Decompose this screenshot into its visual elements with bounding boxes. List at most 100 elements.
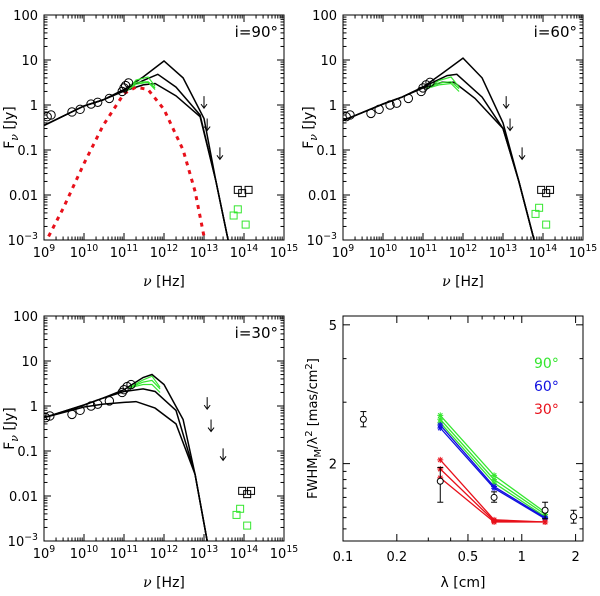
y-axis-label: Fν [Jy] bbox=[2, 407, 21, 450]
observed-flux-point bbox=[86, 99, 96, 109]
x-tick-label: 1014 bbox=[529, 243, 557, 261]
x-tick-label: 1013 bbox=[489, 243, 517, 261]
x-axis-label: ν [Hz] bbox=[143, 274, 185, 290]
nir-model-point bbox=[241, 220, 250, 229]
x-tick-label: 1011 bbox=[110, 544, 138, 562]
legend-entry: 60° bbox=[534, 379, 559, 395]
x-tick-label: 1013 bbox=[190, 243, 218, 261]
y-tick-label: 10−3 bbox=[307, 231, 337, 249]
upper-limit-arrow-head bbox=[203, 404, 211, 410]
upper-limit-arrow-head bbox=[219, 456, 227, 462]
model-sed-green-curve bbox=[425, 76, 460, 90]
observed-flux-point bbox=[119, 385, 129, 395]
fwhm-panel: 0.1 0.2 0.5 1 2 2 5 λ [cm] FWHMM/λ2 [mas/cm2] 90°… bbox=[304, 315, 584, 591]
observed-flux-point bbox=[104, 396, 115, 406]
x-tick-label: 1015 bbox=[569, 243, 597, 261]
observed-flux-point bbox=[374, 104, 384, 115]
x-tick-label: 0.1 bbox=[333, 550, 354, 565]
observed-flux-point bbox=[366, 108, 376, 119]
series-layer bbox=[44, 60, 253, 240]
observed-flux-point bbox=[46, 110, 56, 120]
series-layer bbox=[44, 373, 256, 541]
y-tick-label: 0.1 bbox=[17, 144, 38, 159]
y-tick-label: 10 bbox=[21, 54, 38, 69]
observed-flux-point bbox=[44, 412, 51, 423]
nir-model-point bbox=[236, 504, 245, 513]
y-tick-label: 0.1 bbox=[316, 144, 337, 159]
nir-model-point bbox=[243, 521, 252, 530]
sed-panel-1: 109 1010 1011 1012 1013 1014 1015 100 10 1 0.1 0.01… bbox=[2, 9, 298, 290]
x-tick-label: 1011 bbox=[110, 243, 138, 261]
fwhm-model-marker bbox=[437, 456, 444, 463]
y-tick-label: 0.01 bbox=[308, 189, 337, 204]
nir-flux-point bbox=[244, 185, 253, 194]
nir-flux-point bbox=[247, 486, 256, 495]
observed-flux-point bbox=[117, 387, 127, 398]
x-tick-label: 109 bbox=[332, 243, 355, 261]
observed-size-point bbox=[359, 415, 367, 423]
observed-flux-point bbox=[86, 401, 96, 411]
x-tick-label: 1013 bbox=[190, 544, 218, 562]
fwhm-model-marker bbox=[491, 519, 498, 526]
x-tick-label: 1012 bbox=[150, 243, 178, 261]
x-axis-label: ν [Hz] bbox=[442, 274, 484, 290]
observed-flux-point bbox=[120, 80, 131, 91]
x-tick-label: 109 bbox=[33, 544, 56, 562]
y-tick-label: 100 bbox=[13, 310, 38, 325]
model-sed-green-curve bbox=[128, 379, 161, 390]
nir-model-point bbox=[535, 203, 544, 212]
model-sed-green-curve bbox=[128, 383, 161, 393]
observed-flux-point bbox=[425, 77, 435, 87]
inclination-label: i=90° bbox=[235, 23, 278, 41]
model-sed-green-curve bbox=[128, 375, 161, 389]
x-tick-label: 1011 bbox=[409, 243, 437, 261]
fwhm-model-marker bbox=[437, 425, 444, 432]
observed-flux-point bbox=[391, 98, 402, 108]
model-sed-curve bbox=[343, 73, 535, 240]
x-axis-label: ν [Hz] bbox=[143, 575, 185, 591]
y-axis-label: FWHMM/λ2 [mas/cm2] bbox=[304, 358, 324, 499]
plot-frame bbox=[43, 14, 285, 241]
legend-entry: 90° bbox=[534, 356, 559, 372]
x-tick-label: 1 bbox=[518, 550, 526, 565]
observed-size-point bbox=[436, 477, 444, 485]
y-tick-label: 10 bbox=[21, 355, 38, 370]
nir-model-point bbox=[542, 220, 551, 229]
model-sed-green-curve bbox=[125, 81, 156, 92]
y-tick-label: 0.1 bbox=[17, 445, 38, 460]
upper-limit-arrow-head bbox=[216, 155, 224, 161]
x-tick-label: 1015 bbox=[270, 243, 298, 261]
model-sed-green-curve bbox=[125, 76, 156, 92]
x-tick-label: 109 bbox=[33, 243, 56, 261]
observed-flux-point bbox=[45, 411, 55, 421]
plot-frame bbox=[342, 14, 584, 241]
x-tick-label: 1015 bbox=[270, 544, 298, 562]
y-tick-label: 10 bbox=[320, 54, 337, 69]
series-layer bbox=[343, 57, 555, 240]
sed-panel-3: 109 1010 1011 1012 1013 1014 1015 100 10 1 0.1 0.01… bbox=[2, 310, 298, 591]
observed-size-point bbox=[490, 493, 498, 501]
observed-flux-point bbox=[104, 93, 115, 104]
observed-flux-point bbox=[92, 97, 103, 107]
x-tick-label: 0.2 bbox=[386, 550, 407, 565]
inclination-label: i=30° bbox=[235, 324, 278, 342]
y-tick-label: 0.01 bbox=[9, 189, 38, 204]
observed-flux-point bbox=[92, 399, 103, 409]
fwhm-model-marker bbox=[491, 479, 498, 486]
y-tick-label: 1 bbox=[30, 400, 38, 415]
observed-flux-point bbox=[418, 83, 428, 93]
y-tick-label: 1 bbox=[30, 99, 38, 114]
observed-size-point bbox=[541, 506, 549, 514]
x-tick-label: 1012 bbox=[449, 243, 477, 261]
upper-limit-arrow-head bbox=[502, 103, 510, 109]
plot-frame bbox=[342, 315, 584, 542]
y-tick-label: 10−3 bbox=[8, 231, 38, 249]
sed-panel-2: 109 1010 1011 1012 1013 1014 1015 100 10 1 0.1 0.01… bbox=[301, 9, 597, 290]
x-tick-label: 1012 bbox=[150, 544, 178, 562]
nir-flux-point bbox=[546, 185, 555, 194]
fwhm-model-marker bbox=[491, 476, 498, 483]
y-tick-label: 0.01 bbox=[9, 490, 38, 505]
x-tick-label: 1014 bbox=[230, 544, 258, 562]
fwhm-model-marker bbox=[491, 472, 498, 479]
